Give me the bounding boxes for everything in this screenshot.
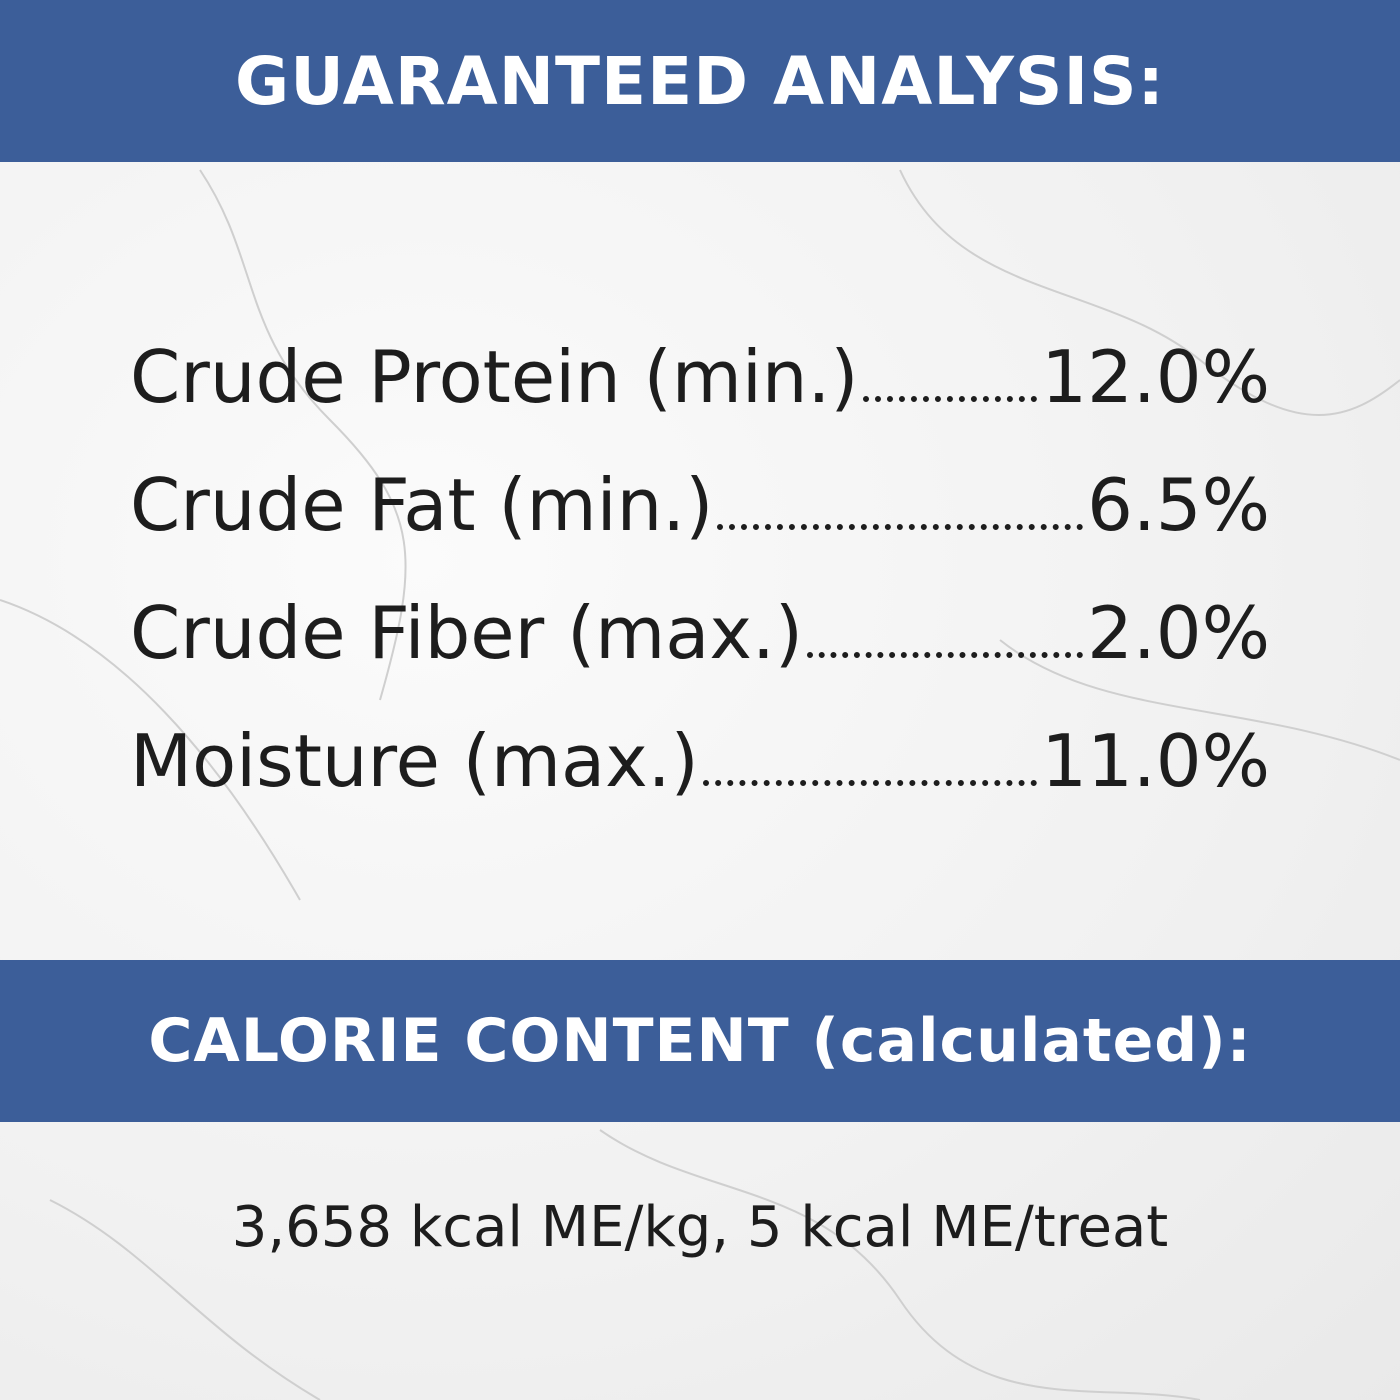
- banner-title: CALORIE CONTENT (calculated):: [148, 1006, 1252, 1076]
- analysis-banner: GUARANTEED ANALYSIS:: [0, 0, 1400, 162]
- row-label: Moisture (max.): [130, 719, 699, 803]
- row-value: 2.0%: [1087, 591, 1270, 675]
- calorie-text: 3,658 kcal ME/kg, 5 kcal ME/treat: [231, 1195, 1169, 1260]
- dot-leader: [717, 524, 1084, 530]
- calorie-banner: CALORIE CONTENT (calculated):: [0, 960, 1400, 1122]
- row-label: Crude Fat (min.): [130, 463, 714, 547]
- dot-leader: [807, 652, 1084, 658]
- analysis-row: Moisture (max.) 11.0%: [130, 719, 1270, 847]
- row-value: 12.0%: [1041, 335, 1270, 419]
- banner-title: GUARANTEED ANALYSIS:: [235, 42, 1165, 120]
- row-label: Crude Fiber (max.): [130, 591, 803, 675]
- analysis-row: Crude Fiber (max.) 2.0%: [130, 591, 1270, 719]
- row-value: 6.5%: [1087, 463, 1270, 547]
- row-label: Crude Protein (min.): [130, 335, 859, 419]
- dot-leader: [862, 396, 1038, 402]
- analysis-row: Crude Protein (min.) 12.0%: [130, 335, 1270, 463]
- row-value: 11.0%: [1041, 719, 1270, 803]
- dot-leader: [702, 780, 1038, 786]
- analysis-list: Crude Protein (min.) 12.0% Crude Fat (min.…: [130, 335, 1270, 847]
- analysis-row: Crude Fat (min.) 6.5%: [130, 463, 1270, 591]
